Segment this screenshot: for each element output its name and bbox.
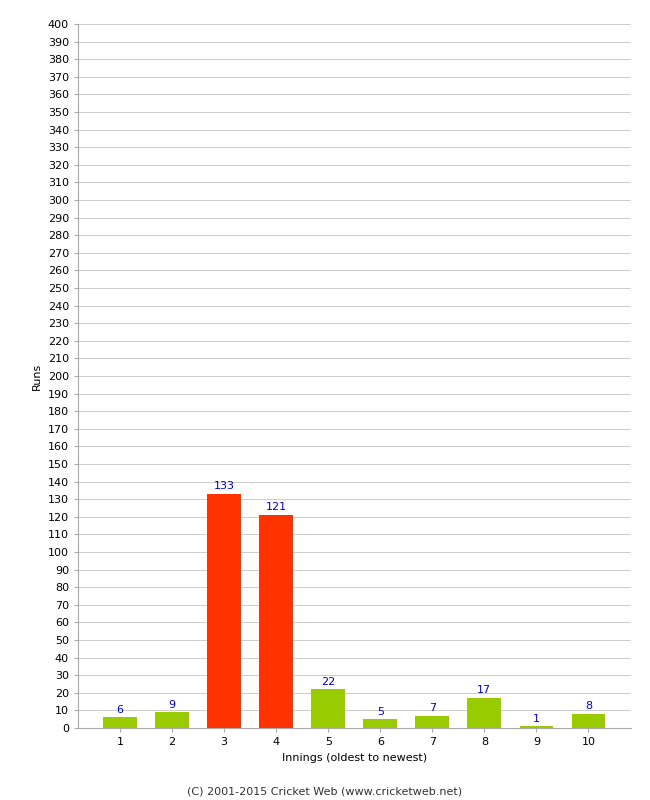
Bar — [571, 714, 605, 728]
Bar — [415, 716, 449, 728]
Text: 9: 9 — [168, 699, 176, 710]
Text: 121: 121 — [266, 502, 287, 513]
Bar — [311, 690, 345, 728]
Bar — [519, 726, 553, 728]
Text: 133: 133 — [214, 482, 235, 491]
Text: (C) 2001-2015 Cricket Web (www.cricketweb.net): (C) 2001-2015 Cricket Web (www.cricketwe… — [187, 786, 463, 796]
Text: 7: 7 — [429, 703, 436, 713]
Bar — [259, 515, 293, 728]
Text: 1: 1 — [533, 714, 540, 724]
Text: 8: 8 — [585, 702, 592, 711]
Text: 6: 6 — [116, 705, 124, 715]
Text: 5: 5 — [377, 706, 384, 717]
Bar — [207, 494, 241, 728]
Bar — [103, 718, 137, 728]
Y-axis label: Runs: Runs — [32, 362, 42, 390]
X-axis label: Innings (oldest to newest): Innings (oldest to newest) — [281, 753, 427, 762]
Text: 17: 17 — [477, 686, 491, 695]
Text: 22: 22 — [321, 677, 335, 686]
Bar — [467, 698, 501, 728]
Bar — [155, 712, 189, 728]
Bar — [363, 719, 397, 728]
